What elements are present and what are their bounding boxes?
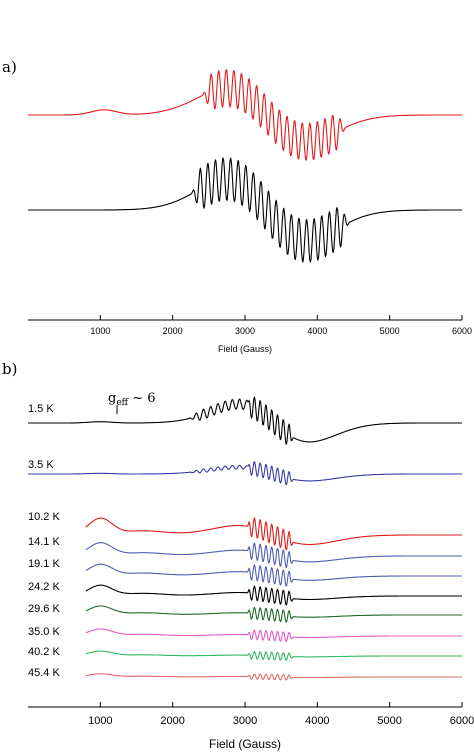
x-tick-label: 2000 — [163, 326, 183, 336]
trace-label-10: 45.4 K — [28, 667, 60, 679]
panel-b-trace-6 — [85, 584, 462, 606]
trace-label-3: 10.2 K — [28, 511, 60, 523]
panel-b-trace-9 — [85, 650, 462, 661]
x-tick-label: 6000 — [452, 326, 472, 336]
panel-a-trace-2 — [28, 157, 462, 263]
panel-b-trace-4 — [85, 542, 462, 569]
x-tick-label: 1000 — [90, 326, 110, 336]
panel-a-ticks: 1000 2000 3000 4000 5000 6000 — [90, 315, 472, 336]
geff-annotation-text: geff ~ 6 — [108, 391, 156, 408]
trace-label-4: 14.1 K — [28, 536, 60, 548]
panel-a-trace-1 — [28, 69, 462, 161]
panel-b-traces — [28, 396, 462, 681]
trace-label-7: 29.6 K — [28, 603, 60, 615]
panel-b-label: b) — [2, 360, 17, 378]
x-tick-label: 3000 — [235, 326, 255, 336]
panel-a: a) 1000 2000 3000 4000 5000 6000 Field (Gauss… — [2, 58, 472, 354]
trace-label-1: 1.5 K — [28, 403, 54, 415]
panel-b-trace-1 — [28, 396, 462, 445]
x-tick-label: 5000 — [377, 715, 401, 727]
panel-b: b) 1000 2000 3000 4000 5000 6000 Field (Gauss… — [2, 360, 474, 751]
panel-a-x-axis-label: Field (Gauss) — [218, 344, 272, 354]
trace-label-8: 35.0 K — [28, 626, 60, 638]
trace-label-6: 24.2 K — [28, 581, 60, 593]
panel-a-label: a) — [2, 58, 17, 76]
panel-b-trace-8 — [85, 628, 462, 643]
x-tick-label: 2000 — [160, 715, 184, 727]
panel-b-ticks: 1000 2000 3000 4000 5000 6000 — [88, 702, 474, 727]
x-tick-label: 4000 — [305, 715, 329, 727]
panel-b-trace-3 — [85, 517, 462, 551]
panel-b-trace-labels: 1.5 K 3.5 K 10.2 K 14.1 K 19.1 K 24.2 K 29.6 K… — [28, 403, 60, 679]
panel-b-trace-2 — [28, 461, 462, 486]
panel-b-trace-5 — [85, 563, 462, 587]
x-tick-label: 3000 — [233, 715, 257, 727]
trace-label-5: 19.1 K — [28, 558, 60, 570]
panel-b-trace-7 — [85, 605, 462, 623]
panel-a-traces — [28, 69, 462, 263]
panel-b-x-axis-label: Field (Gauss) — [209, 737, 281, 751]
geff-annotation: geff ~ 6 — [108, 391, 156, 414]
x-tick-label: 6000 — [450, 715, 474, 727]
x-tick-label: 4000 — [307, 326, 327, 336]
panel-b-trace-10 — [85, 673, 462, 681]
x-tick-label: 1000 — [88, 715, 112, 727]
x-tick-label: 5000 — [380, 326, 400, 336]
trace-label-2: 3.5 K — [28, 459, 54, 471]
trace-label-9: 40.2 K — [28, 646, 60, 658]
